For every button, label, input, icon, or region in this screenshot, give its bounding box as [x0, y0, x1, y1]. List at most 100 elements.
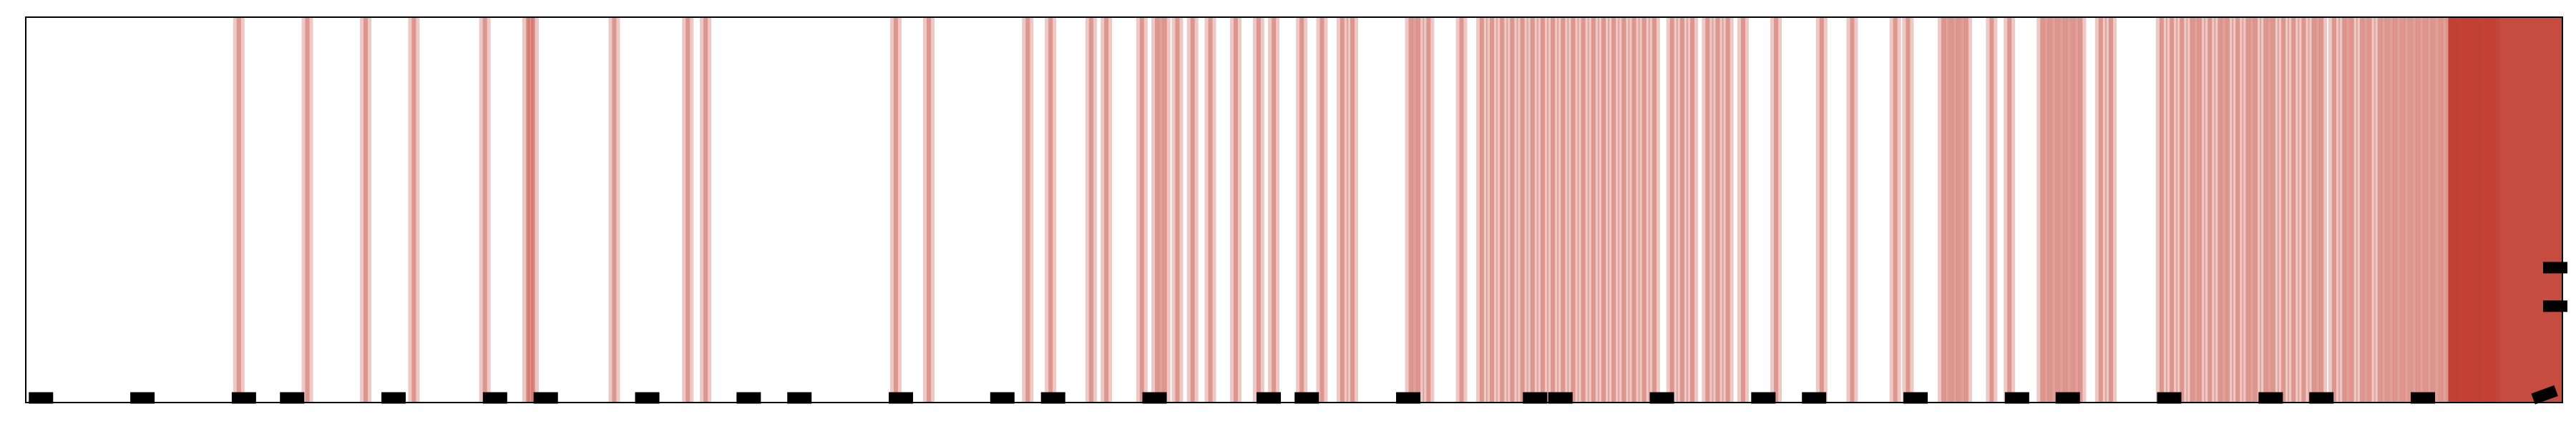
event-band [1846, 17, 1858, 403]
event-band [2298, 17, 2310, 403]
event-band-core [1591, 17, 1596, 403]
event-band [682, 17, 694, 403]
event-marker [1523, 392, 1548, 404]
event-marker [1257, 392, 1282, 404]
event-band [1648, 17, 1660, 403]
event-band-core [1725, 17, 1730, 403]
event-band [2044, 17, 2056, 403]
event-band [2396, 17, 2409, 403]
event-band-core [1906, 17, 1911, 403]
event-marker [2531, 385, 2558, 405]
event-band [1186, 17, 1199, 403]
event-band-core [1850, 17, 1855, 403]
event-band-core [1500, 17, 1505, 403]
event-band [1737, 17, 1749, 403]
event-band [1423, 17, 1435, 403]
event-band [2389, 17, 2401, 403]
event-band [2260, 17, 2272, 403]
event-band [2288, 17, 2300, 403]
event-band [2166, 17, 2178, 403]
event-band-core [1601, 17, 1606, 403]
event-band-core [1819, 17, 1824, 403]
event-band-core [1155, 17, 1160, 403]
event-band-core [2207, 17, 2212, 403]
event-band-core [2047, 17, 2052, 403]
event-band-core [1740, 17, 1745, 403]
event-band [1567, 17, 1579, 403]
event-marker [1751, 392, 1776, 404]
event-band [2419, 17, 2431, 403]
event-band-core [1272, 17, 1277, 403]
event-band-core [1520, 17, 1525, 403]
event-band-core [1408, 17, 1413, 403]
event-band-core [2281, 17, 2286, 403]
event-band-core [305, 17, 310, 403]
event-band-core [2159, 17, 2164, 403]
event-band-core [1956, 17, 1961, 403]
event-band [1022, 17, 1034, 403]
event-band-core [1540, 17, 1545, 403]
event-band [2204, 17, 2216, 403]
event-marker [2543, 262, 2567, 274]
event-band-core [893, 17, 898, 403]
event-band-core [2170, 17, 2175, 403]
event-band-core [2301, 17, 2306, 403]
event-band [2059, 17, 2072, 403]
event-band-core [2098, 17, 2103, 403]
event-band [2473, 17, 2485, 403]
dense-event-region [2448, 17, 2562, 403]
event-band [1638, 17, 1650, 403]
event-band [923, 17, 935, 403]
event-marker [231, 392, 256, 404]
event-band-core [2342, 17, 2347, 403]
event-band [2338, 17, 2351, 403]
event-band-core [1490, 17, 1495, 403]
event-band-core [2438, 17, 2443, 403]
event-band [2434, 17, 2446, 403]
event-band-core [1104, 17, 1109, 403]
event-band [1296, 17, 1308, 403]
event-marker [1548, 392, 1573, 404]
event-band-core [236, 17, 241, 403]
event-band [1666, 17, 1678, 403]
event-band-core [1705, 17, 1710, 403]
event-band [2346, 17, 2358, 403]
event-band-core [1561, 17, 1566, 403]
event-band [2316, 17, 2328, 403]
event-band [1413, 17, 1425, 403]
event-band [301, 17, 313, 403]
event-band [1902, 17, 1914, 403]
event-band [1171, 17, 1184, 403]
event-markers [29, 262, 2567, 405]
event-band-core [1641, 17, 1646, 403]
event-band [2155, 17, 2167, 403]
event-band [1557, 17, 1569, 403]
event-band-core [1893, 17, 1898, 403]
event-band-core [1690, 17, 1695, 403]
event-band-core [1774, 17, 1779, 403]
event-band-core [2393, 17, 2398, 403]
event-band-core [1571, 17, 1576, 403]
event-band-core [2218, 17, 2223, 403]
event-marker [787, 392, 812, 404]
event-band-core [2461, 17, 2466, 403]
event-band [1085, 17, 1097, 403]
event-band-core [1631, 17, 1636, 403]
event-band [1101, 17, 1113, 403]
event-band-core [2063, 17, 2068, 403]
event-band-core [1621, 17, 1626, 403]
plot-background [26, 17, 2562, 403]
event-band [1608, 17, 1620, 403]
event-marker [1040, 392, 1065, 404]
event-band [1455, 17, 1468, 403]
event-band-core [2400, 17, 2405, 403]
event-marker [2157, 392, 2182, 404]
event-band-core [411, 17, 416, 403]
event-band-core [1963, 17, 1968, 403]
event-band [1316, 17, 1328, 403]
event-band [1526, 17, 1538, 403]
event-band [1229, 17, 1241, 403]
event-band [2450, 17, 2462, 403]
event-band [1045, 17, 1057, 403]
event-marker [990, 392, 1015, 404]
